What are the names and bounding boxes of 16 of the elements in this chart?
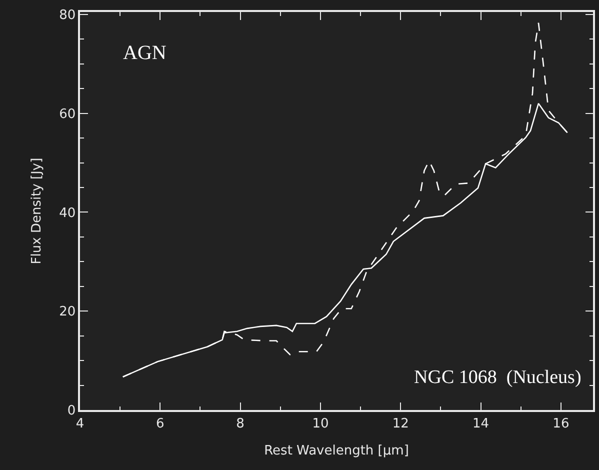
x-tick-label: 4 <box>76 416 84 432</box>
x-tick-label: 8 <box>236 416 244 432</box>
annotation: AGN <box>123 42 166 64</box>
x-tick-label: 14 <box>472 416 490 432</box>
y-tick-label: 60 <box>59 106 76 122</box>
annotation: NGC 1068 (Nucleus) <box>414 367 582 388</box>
x-tick-label: 10 <box>312 416 329 432</box>
y-tick-label: 80 <box>59 8 76 24</box>
y-axis-title: Flux Density [Jy] <box>30 158 45 264</box>
x-axis-title: Rest Wavelength [μm] <box>264 443 409 458</box>
x-tick-label: 16 <box>552 416 570 432</box>
x-tick-label: 6 <box>156 416 164 432</box>
y-tick-label: 20 <box>59 304 76 320</box>
y-tick-label: 0 <box>67 404 76 419</box>
x-tick-label: 12 <box>392 416 409 432</box>
y-tick-label: 40 <box>59 206 76 221</box>
